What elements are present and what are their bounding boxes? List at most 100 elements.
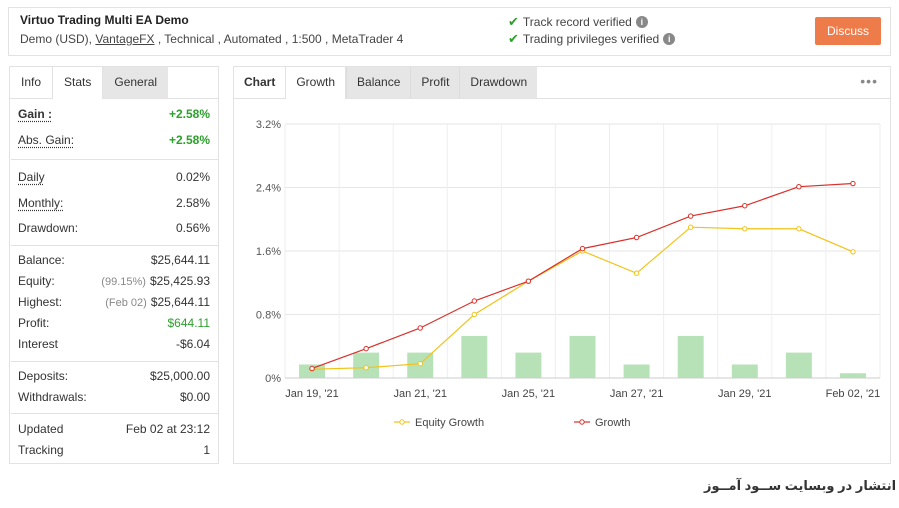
tab-balance[interactable]: Balance xyxy=(346,67,411,98)
data-point xyxy=(471,311,478,318)
tab-stats[interactable]: Stats xyxy=(52,67,104,99)
x-tick-label: Jan 19, '21 xyxy=(285,388,338,400)
stat-value: -$6.04 xyxy=(175,337,210,351)
stat-label[interactable]: Abs. Gain: xyxy=(18,133,75,147)
data-point xyxy=(363,364,369,371)
stat-label[interactable]: Monthly: xyxy=(18,196,64,210)
y-tick-label: 0% xyxy=(265,373,281,385)
legend-marker xyxy=(399,419,405,425)
account-subtitle: Demo (USD), VantageFX , Technical , Auto… xyxy=(20,32,403,46)
volume-bar xyxy=(785,352,812,378)
stat-label: Updated xyxy=(18,422,64,436)
volume-bar xyxy=(839,373,866,378)
data-point xyxy=(633,270,640,276)
y-tick-label: 0.8% xyxy=(256,310,281,322)
volume-bar xyxy=(515,352,542,378)
data-point xyxy=(417,361,423,367)
data-point xyxy=(742,203,748,209)
stat-value: 1 xyxy=(203,443,210,457)
stat-highest: Highest: (Feb 02) $25,644.11 xyxy=(18,295,210,309)
watermark-text: انتشار در وبسایت ســود آمــوز xyxy=(704,478,897,493)
chart-tabs: Chart Growth Balance Profit Drawdown xyxy=(234,67,890,99)
stat-label[interactable]: Gain : xyxy=(18,107,53,121)
stat-label: Withdrawals: xyxy=(18,390,87,404)
stat-label: Deposits: xyxy=(18,369,69,383)
trading-privileges-label: Trading privileges verified xyxy=(522,32,660,46)
y-tick-label: 2.4% xyxy=(256,183,281,195)
more-options-icon[interactable]: ••• xyxy=(860,73,878,89)
data-point xyxy=(363,345,369,352)
data-point xyxy=(525,278,532,284)
check-icon: ✔ xyxy=(508,31,519,46)
stat-label: Drawdown: xyxy=(18,221,79,235)
divider xyxy=(11,245,218,246)
tab-profit[interactable]: Profit xyxy=(410,67,460,98)
check-icon: ✔ xyxy=(508,14,519,29)
stat-note: (99.15%) xyxy=(101,276,146,288)
data-point xyxy=(796,184,802,190)
stat-tracking: Tracking 1 xyxy=(18,443,210,457)
stat-label: Highest: xyxy=(18,295,63,309)
stats-tabs: Info Stats General xyxy=(10,67,218,99)
stat-value: $25,000.00 xyxy=(149,369,210,383)
stat-gain: Gain : +2.58% xyxy=(18,107,210,121)
legend-marker xyxy=(579,419,585,425)
account-details: , Technical , Automated , 1:500 , MetaTr… xyxy=(154,32,404,46)
tab-general[interactable]: General xyxy=(103,67,169,98)
tab-drawdown[interactable]: Drawdown xyxy=(459,67,538,98)
data-point xyxy=(417,325,423,331)
volume-bar xyxy=(461,335,488,378)
chart-panel: Chart Growth Balance Profit Drawdown •••… xyxy=(233,66,891,464)
stat-note: (Feb 02) xyxy=(105,297,147,309)
info-icon[interactable]: i xyxy=(635,16,648,28)
tab-chart[interactable]: Chart xyxy=(244,75,276,89)
stat-abs-gain: Abs. Gain: +2.58% xyxy=(18,133,210,147)
x-tick-label: Jan 21, '21 xyxy=(393,388,446,400)
stat-label: Equity: xyxy=(18,274,55,288)
volume-bar xyxy=(677,335,704,378)
divider xyxy=(11,361,218,362)
data-point xyxy=(633,234,640,241)
y-tick-label: 3.2% xyxy=(256,119,281,131)
track-record-label: Track record verified xyxy=(522,15,632,29)
stat-value: $644.11 xyxy=(167,316,211,330)
info-icon[interactable]: i xyxy=(663,33,676,45)
tab-info[interactable]: Info xyxy=(21,75,42,89)
stats-panel: Info Stats General Gain : +2.58% Abs. Ga… xyxy=(9,66,219,464)
stat-monthly: Monthly: 2.58% xyxy=(18,196,210,210)
stat-profit: Profit: $644.11 xyxy=(18,316,210,330)
stat-label: Interest xyxy=(18,337,59,351)
stat-value: 2.58% xyxy=(175,196,210,210)
stat-balance: Balance: $25,644.11 xyxy=(18,253,210,267)
account-title: Virtuo Trading Multi EA Demo xyxy=(20,13,189,27)
broker-link[interactable]: VantageFX xyxy=(95,32,155,46)
stat-value: +2.58% xyxy=(168,107,210,121)
stat-label[interactable]: Daily xyxy=(18,170,45,184)
data-point xyxy=(850,180,856,187)
stat-label: Profit: xyxy=(18,316,50,330)
discuss-button[interactable]: Discuss xyxy=(815,17,881,45)
data-point xyxy=(309,365,315,372)
data-point xyxy=(796,226,802,232)
y-tick-label: 1.6% xyxy=(256,246,281,258)
stat-value: 0.56% xyxy=(175,221,210,235)
stat-value: 0.02% xyxy=(175,170,210,184)
stat-value: $25,644.11 xyxy=(150,253,210,267)
stat-value: $25,425.93 xyxy=(149,274,210,288)
stat-daily: Daily 0.02% xyxy=(18,170,210,184)
stat-value: $0.00 xyxy=(179,390,210,404)
stat-withdrawals: Withdrawals: $0.00 xyxy=(18,390,210,404)
volume-bar xyxy=(623,364,650,378)
divider xyxy=(11,413,218,414)
data-point xyxy=(579,245,586,252)
stat-interest: Interest -$6.04 xyxy=(18,337,210,351)
stat-deposits: Deposits: $25,000.00 xyxy=(18,369,210,383)
stat-equity: Equity: (99.15%) $25,425.93 xyxy=(18,274,210,288)
tab-growth[interactable]: Growth xyxy=(285,67,347,99)
data-point xyxy=(687,224,694,230)
data-point xyxy=(471,298,478,304)
stat-label: Balance: xyxy=(18,253,65,267)
x-tick-label: Jan 27, '21 xyxy=(610,388,663,400)
stat-value: Feb 02 at 23:12 xyxy=(125,422,210,436)
volume-bar xyxy=(569,335,596,378)
